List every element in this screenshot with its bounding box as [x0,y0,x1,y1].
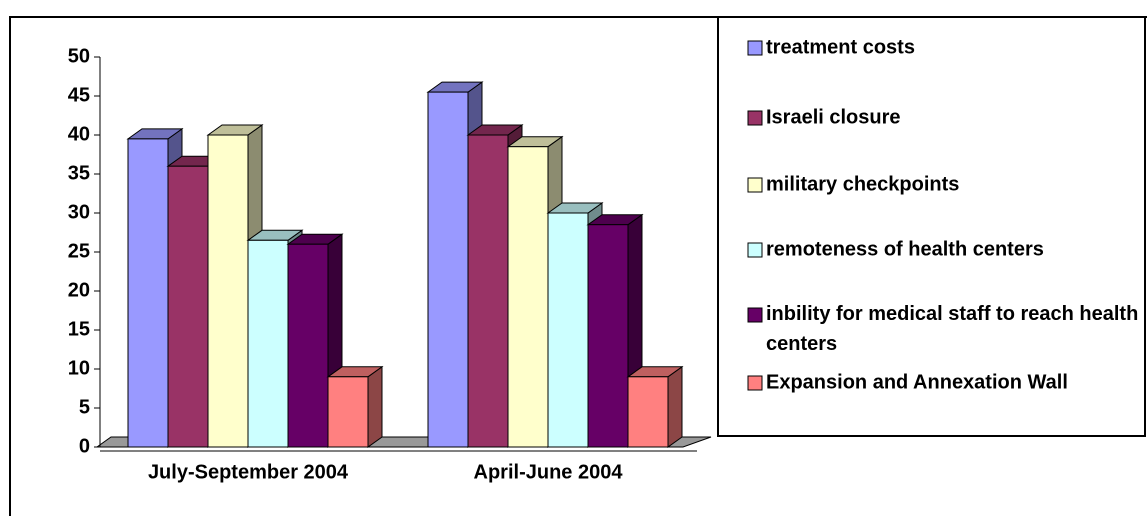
x-tick-label: July-September 2004 [148,461,349,483]
y-tick-label: 20 [68,279,90,301]
legend-swatch [747,177,763,193]
bar [627,376,669,448]
y-tick-label: 40 [68,123,90,145]
y-tick-label: 15 [68,318,90,340]
bar-side [667,365,683,448]
bar [207,134,249,448]
bar [547,212,589,448]
legend-line: centers [766,333,837,355]
x-tick-label: April-June 2004 [474,461,624,483]
legend-box [717,16,1146,437]
legend-label: inbility for medical staff to reach heal… [766,303,1144,355]
bar [327,376,369,448]
legend-label: Expansion and Annexation Wall [766,371,1068,393]
legend-swatch [747,110,763,126]
y-tick-label: 10 [68,357,90,379]
bar [587,224,629,448]
legend-swatch [747,375,763,391]
y-tick-label: 0 [79,435,90,457]
bar-side [367,365,383,448]
y-tick-label: 45 [68,84,90,106]
legend-label: remoteness of health centers [766,238,1044,260]
legend-label: military checkpoints [766,173,959,195]
legend-label: Israeli closure [766,106,901,128]
y-tick-label: 30 [68,201,90,223]
legend-label: treatment costs [766,36,915,58]
y-tick-label: 5 [79,396,90,418]
legend-swatch [747,242,763,258]
bar [127,138,169,448]
bar [247,239,289,448]
bar [467,134,509,448]
bar [167,165,209,448]
legend-line: inbility for medical staff to reach heal… [766,303,1144,325]
y-tick-label: 25 [68,240,90,262]
y-tick-label: 35 [68,162,90,184]
legend-swatch [747,307,763,323]
bar [287,243,329,448]
legend-swatch [747,40,763,56]
bar [427,91,469,448]
y-tick-label: 50 [68,45,90,67]
bar [507,146,549,448]
